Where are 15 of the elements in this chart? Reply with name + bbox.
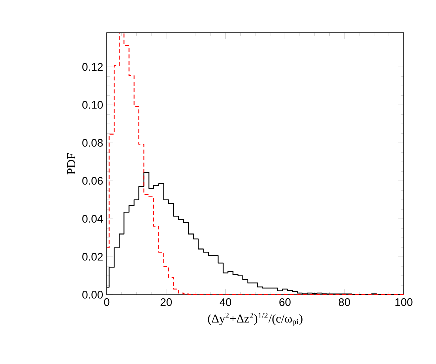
y-tick-label: 0.06 xyxy=(82,177,103,185)
y-tick-label: 0.10 xyxy=(82,101,104,110)
x-tick-label: 60 xyxy=(280,298,291,306)
y-tick-label: 0.04 xyxy=(82,215,104,223)
text: (Δy$^{2}$+Δz$^{2}$)$^{1/2}$/(c/ω$_{pi}$) xyxy=(208,313,303,326)
x-tick-label: 40 xyxy=(220,298,232,306)
y-tick-label: 0.02 xyxy=(82,253,103,261)
x-tick-label: 80 xyxy=(338,298,350,306)
y-tick-label: 0.12 xyxy=(82,63,103,72)
y-tick-label: 0.00 xyxy=(82,291,104,299)
x-tick-label: 0 xyxy=(104,298,110,306)
x-tick-label: 100 xyxy=(396,298,413,306)
x-tick-label: 20 xyxy=(160,298,172,306)
y-tick-label: 0.08 xyxy=(82,139,103,147)
y-axis-title: PDF xyxy=(67,153,76,175)
